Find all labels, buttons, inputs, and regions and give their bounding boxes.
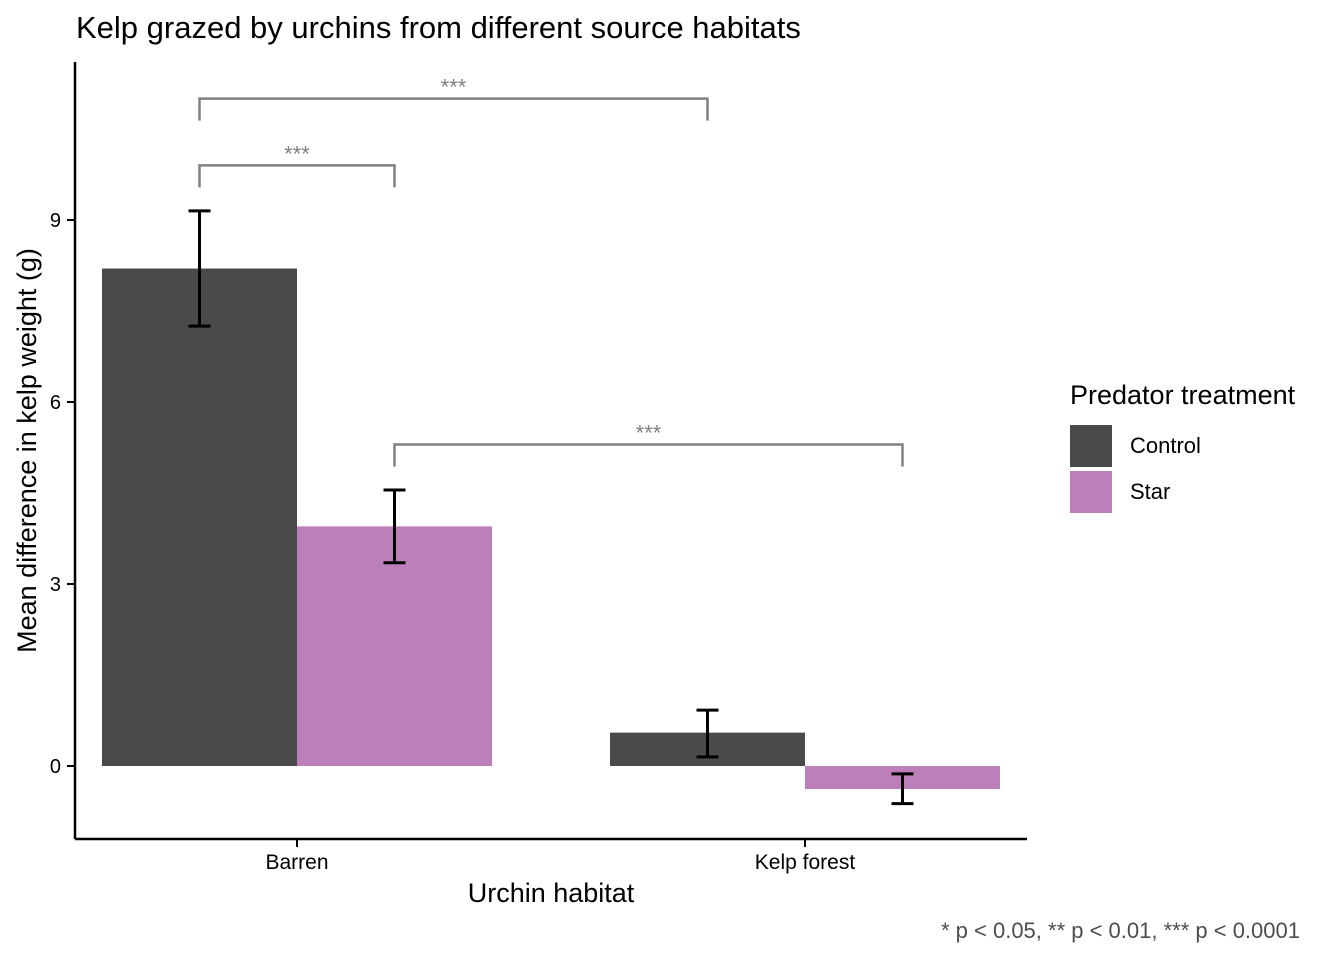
bar-control-barren	[102, 268, 297, 766]
chart-title: Kelp grazed by urchins from different so…	[76, 10, 801, 45]
y-tick-label-0: 0	[50, 756, 61, 778]
legend-title: Predator treatment	[1070, 380, 1296, 410]
y-tick-label-9: 9	[50, 210, 61, 232]
significance-bracket-2	[198, 97, 709, 121]
x-tick-label-barren: Barren	[265, 851, 328, 874]
significance-caption: * p < 0.05, ** p < 0.01, *** p < 0.0001	[940, 918, 1300, 943]
y-axis-label: Mean difference in kelp weight (g)	[12, 248, 42, 653]
x-axis-label: Urchin habitat	[468, 878, 635, 908]
bar-star-barren	[297, 526, 492, 766]
legend-item-star: Star	[1070, 469, 1295, 515]
legend-label-star: Star	[1130, 479, 1171, 504]
significance-label-2: ***	[441, 75, 467, 100]
legend-item-control: Control	[1070, 423, 1295, 469]
legend-label-control: Control	[1130, 433, 1201, 458]
y-tick-label-6: 6	[50, 392, 61, 414]
legend-swatch-control	[1070, 425, 1112, 467]
significance-bracket-3	[393, 443, 904, 467]
y-tick-label-3: 3	[50, 574, 61, 596]
significance-bracket-1	[198, 164, 396, 188]
significance-label-1: ***	[284, 141, 310, 166]
legend-swatch-star	[1070, 471, 1112, 513]
legend: Predator treatment Control Star	[1070, 380, 1295, 515]
significance-label-3: ***	[636, 420, 662, 445]
x-tick-label-kelp-forest: Kelp forest	[755, 851, 856, 874]
